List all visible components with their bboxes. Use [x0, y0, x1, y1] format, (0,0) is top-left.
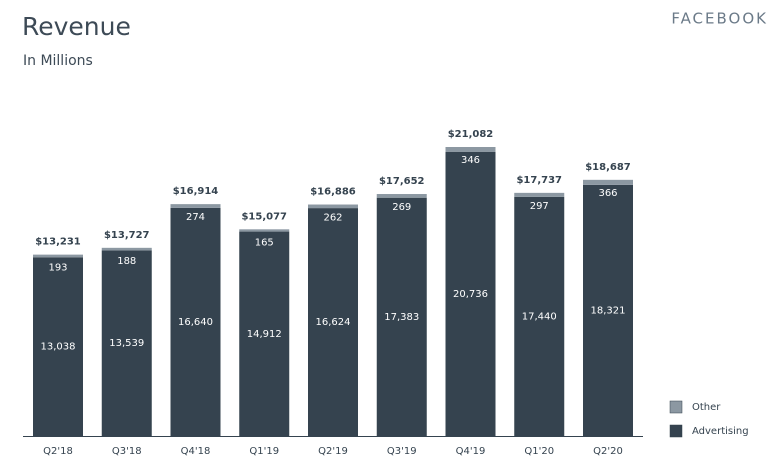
x-tick-label: Q1'19	[249, 446, 279, 457]
bar-segment	[101, 250, 152, 436]
legend-label: Advertising	[692, 426, 749, 437]
x-tick-label: Q4'19	[456, 446, 486, 457]
bar-segment	[445, 151, 496, 436]
x-tick-label: Q3'18	[112, 446, 142, 457]
value-label: 165	[255, 237, 274, 248]
value-label: 366	[598, 188, 617, 199]
bar-segment	[308, 204, 358, 209]
value-label: 13,539	[109, 338, 144, 349]
bar-segment	[239, 231, 290, 436]
total-label: $21,082	[448, 129, 494, 140]
value-label: 17,383	[384, 312, 419, 323]
bar-segment	[239, 229, 290, 232]
total-label: $17,652	[379, 176, 425, 187]
value-label: 193	[48, 263, 67, 274]
bar-segment	[101, 247, 152, 251]
x-tick-label: Q3'19	[387, 446, 417, 457]
x-tick-label: Q2'19	[318, 446, 348, 457]
total-label: $16,886	[310, 187, 356, 198]
value-label: 346	[461, 155, 480, 166]
value-label: 20,736	[453, 289, 488, 300]
value-label: 18,321	[591, 305, 626, 316]
value-label: 188	[117, 256, 136, 267]
bar-segment	[376, 197, 427, 436]
value-label: 262	[323, 213, 342, 224]
bar-segment	[308, 208, 358, 436]
x-tick-label: Q1'20	[524, 446, 554, 457]
total-label: $16,914	[173, 186, 219, 197]
bar-segment	[170, 204, 221, 208]
bar-segment	[376, 194, 427, 198]
x-tick-label: Q2'18	[43, 446, 73, 457]
total-label: $13,231	[35, 237, 81, 248]
value-label: 16,624	[316, 317, 351, 328]
legend-swatch	[669, 400, 683, 414]
total-label: $17,737	[516, 175, 562, 186]
bar-segment	[514, 192, 565, 197]
legend-label: Other	[692, 402, 721, 413]
bar-segment	[33, 257, 83, 436]
value-label: 269	[392, 202, 411, 213]
chart-subtitle: In Millions	[23, 53, 93, 69]
bar-segment	[583, 184, 633, 436]
x-tick-label: Q2'20	[593, 446, 623, 457]
x-tick-label: Q4'18	[181, 446, 211, 457]
bar-segment	[514, 196, 565, 436]
bar-segment	[33, 254, 83, 258]
total-label: $15,077	[241, 211, 287, 222]
bar-segment	[170, 207, 221, 436]
bar-segment	[583, 179, 633, 185]
value-label: 16,640	[178, 317, 213, 328]
total-label: $18,687	[585, 162, 631, 173]
value-label: 17,440	[522, 311, 557, 322]
value-label: 274	[186, 212, 205, 223]
value-label: 13,038	[41, 342, 76, 353]
value-label: 14,912	[247, 329, 282, 340]
legend-swatch	[669, 424, 683, 438]
total-label: $13,727	[104, 230, 150, 241]
value-label: 297	[530, 201, 549, 212]
brand: FACEBOOK	[671, 10, 768, 28]
chart-title: Revenue	[22, 12, 131, 41]
bar-segment	[445, 147, 496, 152]
